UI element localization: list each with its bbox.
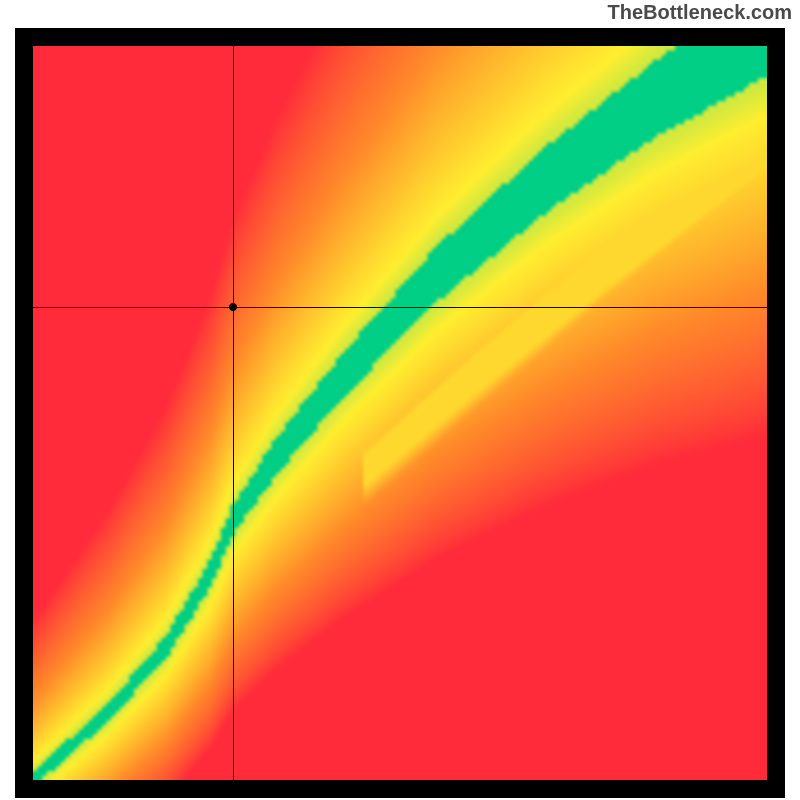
marker-point: [229, 303, 237, 311]
chart-frame: [15, 28, 785, 798]
chart-container: TheBottleneck.com: [0, 0, 800, 800]
watermark-text: TheBottleneck.com: [608, 2, 792, 25]
plot-area: [33, 46, 767, 780]
crosshair-horizontal: [33, 307, 767, 308]
heatmap-canvas: [33, 46, 767, 780]
crosshair-vertical: [233, 46, 234, 780]
